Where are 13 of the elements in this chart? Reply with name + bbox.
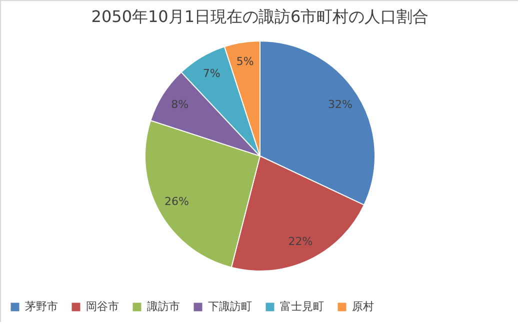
data-label: 26% xyxy=(164,194,189,208)
data-label: 7% xyxy=(202,67,220,80)
legend-label: 諏訪市 xyxy=(147,300,180,313)
data-label: 32% xyxy=(328,98,352,112)
legend-label: 原村 xyxy=(352,300,374,313)
data-label: 8% xyxy=(171,98,189,112)
data-label: 5% xyxy=(236,55,254,68)
legend-label: 茅野市 xyxy=(25,300,58,313)
chart-title: 2050年10月1日現在の諏訪6市町村の人口割合 xyxy=(91,7,429,26)
data-label: 22% xyxy=(288,234,313,248)
legend-label: 岡谷市 xyxy=(86,300,119,313)
legend-label: 下諏訪町 xyxy=(208,300,252,313)
legend-label: 富士見町 xyxy=(280,300,324,313)
